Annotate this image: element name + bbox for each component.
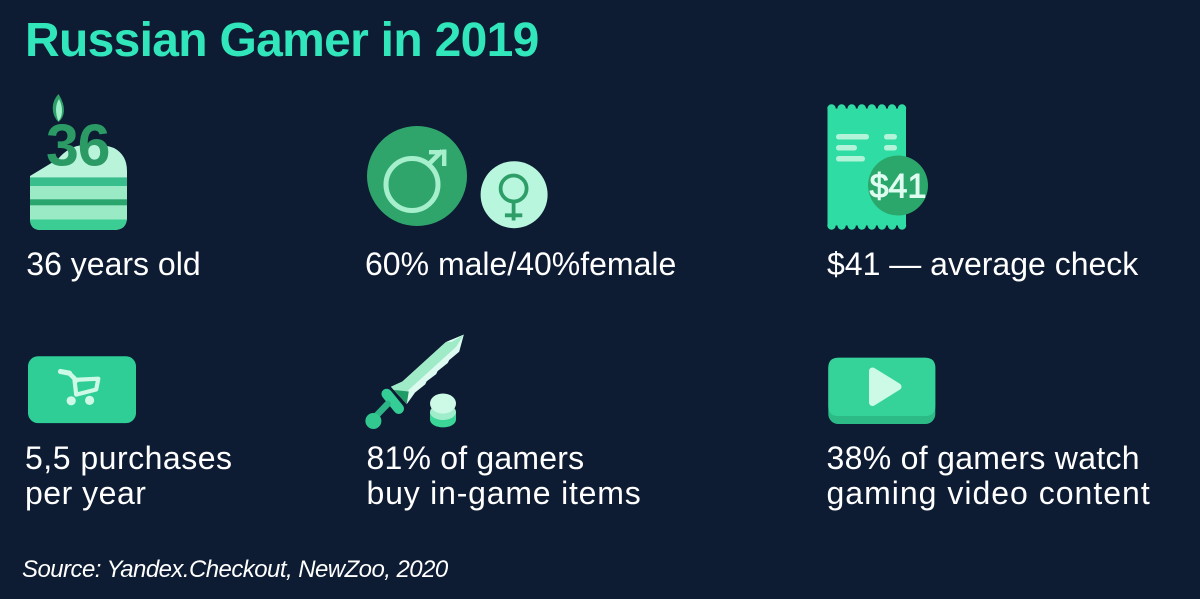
svg-text:$41: $41: [870, 168, 927, 206]
svg-text:36: 36: [46, 113, 109, 179]
